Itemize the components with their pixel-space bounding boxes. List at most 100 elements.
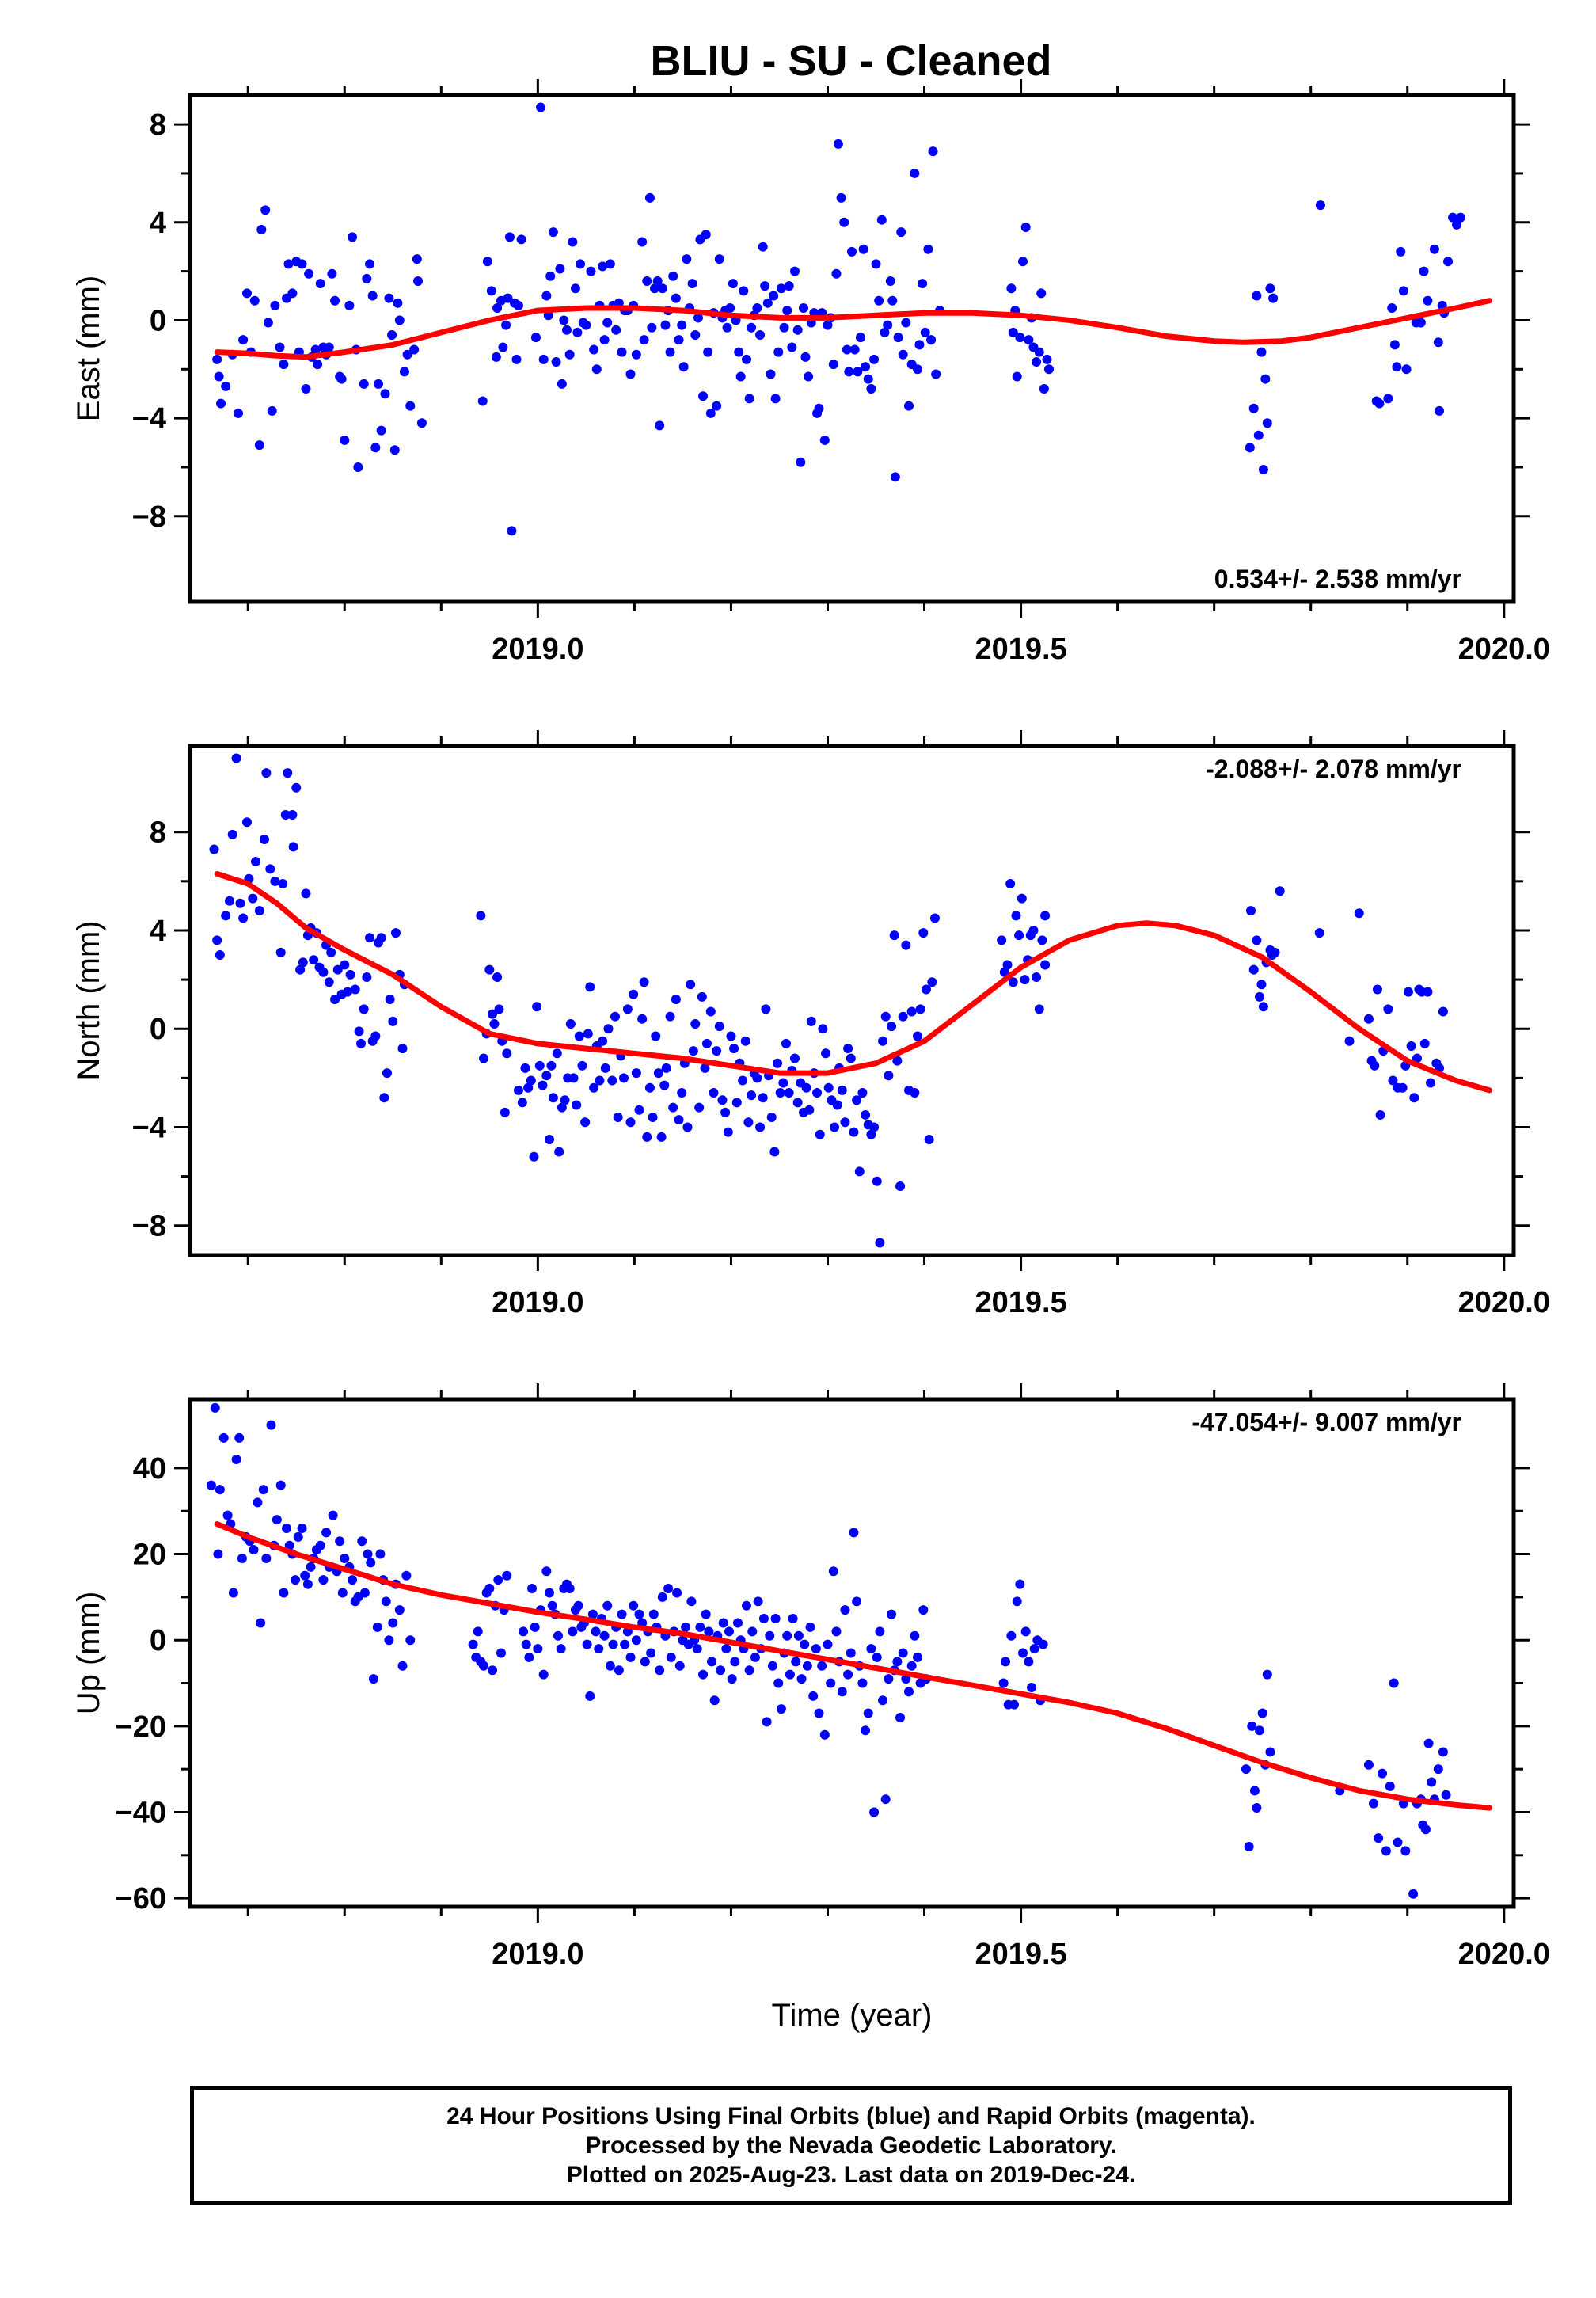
up-data-point (484, 1584, 495, 1594)
east-data-point (1036, 288, 1047, 299)
north-data-point (648, 1113, 658, 1123)
up-data-point (640, 1657, 650, 1667)
up-data-point (1381, 1846, 1391, 1856)
up-data-point (1441, 1790, 1451, 1800)
east-data-point (1433, 337, 1443, 348)
north-data-point (1275, 886, 1285, 896)
east-data-point (901, 318, 911, 328)
up-data-point (866, 1644, 876, 1654)
up-data-point (796, 1674, 807, 1684)
east-data-point (926, 335, 937, 345)
north-data-point (789, 1053, 800, 1063)
north-data-point (479, 1053, 489, 1063)
north-data-point (330, 994, 340, 1004)
footer-line-3: Plotted on 2025-Aug-23. Last data on 201… (566, 2161, 1136, 2188)
north-data-point (235, 898, 245, 908)
east-data-point (1260, 374, 1271, 384)
north-data-point (225, 896, 235, 906)
north-data-point (545, 1135, 555, 1145)
up-data-point (1252, 1803, 1262, 1813)
east-data-point (776, 283, 786, 294)
east-data-point (507, 526, 517, 536)
up-data-point (1262, 1669, 1272, 1680)
up-data-point (353, 1592, 363, 1602)
north-data-point (585, 982, 595, 992)
north-data-point (861, 1109, 871, 1120)
north-data-point (603, 1024, 614, 1034)
up-data-point (767, 1661, 777, 1671)
north-data-point (295, 964, 306, 975)
north-data-point (912, 1031, 922, 1041)
east-ytick-label: 0 (150, 304, 166, 337)
up-data-point (375, 1549, 386, 1559)
footer-box: 24 Hour Positions Using Final Orbits (bl… (190, 2086, 1512, 2205)
up-data-point (785, 1669, 795, 1680)
north-data-point (362, 972, 372, 982)
north-data-point (1248, 964, 1259, 975)
east-data-point (690, 329, 701, 340)
up-data-point (527, 1584, 538, 1594)
up-data-point (744, 1665, 754, 1676)
east-data-point (883, 320, 893, 330)
north-data-point (784, 1087, 794, 1098)
north-data-point (385, 994, 395, 1004)
east-data-point (887, 295, 898, 306)
north-data-point (298, 957, 308, 968)
up-data-point (912, 1652, 922, 1662)
east-data-point (384, 293, 394, 303)
east-data-point (283, 259, 294, 269)
east-data-point (260, 205, 271, 215)
north-data-point (1438, 1006, 1448, 1017)
up-data-point (366, 1558, 376, 1568)
east-data-point (214, 371, 224, 382)
east-data-point (503, 293, 513, 303)
east-data-point (362, 273, 372, 283)
east-data-point (831, 268, 842, 279)
north-data-point (766, 1113, 777, 1123)
north-data-point (815, 1129, 825, 1139)
north-data-point (849, 1127, 859, 1137)
up-data-point (1438, 1747, 1448, 1757)
north-data-point (717, 1095, 728, 1105)
north-data-point (682, 1122, 693, 1132)
north-data-point (523, 1082, 534, 1093)
up-xtick-label: 2019.0 (492, 1938, 583, 1971)
up-data-point (594, 1644, 604, 1654)
east-data-point (869, 354, 880, 364)
up-data-point (776, 1704, 786, 1714)
up-data-point (869, 1807, 880, 1817)
up-data-point (863, 1708, 873, 1718)
east-data-point (1419, 266, 1429, 276)
north-data-point (747, 1090, 757, 1101)
up-data-point (614, 1665, 624, 1676)
up-data-point (906, 1661, 917, 1671)
up-data-point (887, 1609, 897, 1619)
up-data-point (817, 1661, 827, 1671)
east-data-point (789, 266, 800, 276)
east-data-point (752, 302, 762, 313)
east-data-point (1256, 347, 1267, 357)
east-data-point (914, 340, 925, 350)
north-data-point (487, 1009, 497, 1019)
up-data-point (837, 1687, 847, 1697)
east-data-point (849, 344, 860, 355)
up-data-point (533, 1644, 543, 1654)
east-data-point (576, 259, 586, 269)
north-data-point (639, 977, 649, 987)
up-data-point (819, 1729, 830, 1740)
x-axis-label: Time (year) (772, 1998, 933, 2033)
north-data-point (529, 1151, 539, 1162)
east-data-point (1423, 295, 1433, 306)
up-data-point (357, 1536, 367, 1547)
north-data-point (534, 1060, 545, 1071)
east-fit-line (214, 298, 1492, 360)
north-data-point (390, 928, 401, 938)
up-data-point (634, 1609, 644, 1619)
east-rate-label: 0.534+/- 2.538 mm/yr (1214, 565, 1461, 593)
up-data-point (1257, 1708, 1267, 1718)
east-data-point (373, 379, 383, 389)
up-data-point (657, 1592, 667, 1602)
east-data-point (1012, 371, 1022, 382)
north-data-point (740, 1036, 750, 1046)
